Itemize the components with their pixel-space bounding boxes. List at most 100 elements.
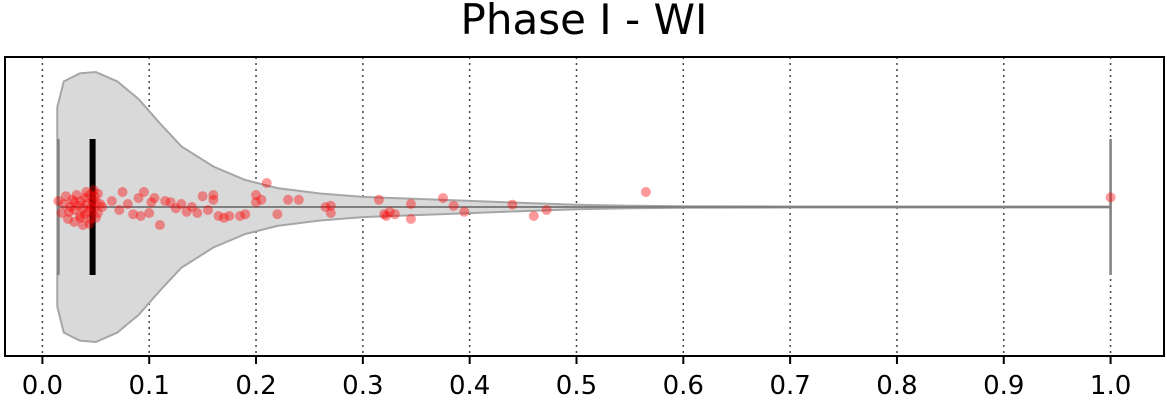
data-point-74 [325, 200, 336, 211]
data-point-59 [208, 194, 219, 205]
data-point-64 [240, 209, 251, 220]
data-point-76 [379, 209, 390, 220]
data-point-46 [146, 197, 157, 208]
data-point-14 [80, 193, 91, 203]
data-point-24 [90, 212, 101, 223]
data-point-72 [320, 202, 331, 212]
data-point-23 [89, 191, 100, 202]
data-point-89 [1105, 192, 1116, 203]
data-point-35 [88, 185, 99, 196]
data-point-69 [272, 209, 283, 220]
data-point-0 [53, 196, 64, 206]
plot-area-frame [4, 56, 1165, 357]
data-point-32 [84, 218, 95, 229]
grid-lines [41, 57, 1112, 356]
data-point-84 [459, 206, 470, 217]
data-point-68 [261, 178, 272, 188]
data-point-57 [203, 205, 213, 215]
x-tick-label-0: 0.0 [22, 371, 63, 400]
data-point-2 [58, 199, 69, 209]
data-point-21 [87, 196, 98, 206]
data-point-12 [75, 196, 86, 206]
data-point-9 [71, 190, 82, 200]
data-point-55 [192, 208, 203, 218]
data-point-1 [56, 208, 67, 218]
data-point-52 [176, 199, 187, 209]
data-point-4 [63, 214, 73, 224]
data-point-54 [186, 202, 197, 212]
data-point-88 [640, 187, 651, 197]
data-point-47 [149, 193, 160, 203]
data-point-20 [86, 202, 97, 212]
x-tick-label-7: 0.7 [769, 371, 810, 400]
data-point-36 [97, 202, 108, 212]
data-point-15 [80, 209, 91, 220]
data-point-5 [65, 202, 76, 212]
data-point-28 [75, 212, 86, 223]
data-point-19 [85, 214, 96, 224]
data-point-73 [325, 208, 336, 218]
data-point-80 [405, 199, 416, 209]
x-tick-label-1: 0.1 [129, 371, 170, 400]
data-point-3 [60, 191, 71, 202]
data-point-77 [381, 211, 392, 221]
data-point-79 [389, 209, 400, 220]
data-point-86 [528, 211, 539, 221]
x-tick-label-4: 0.4 [449, 371, 490, 400]
data-point-71 [293, 194, 304, 205]
data-point-65 [251, 197, 261, 208]
data-point-61 [219, 212, 229, 223]
data-point-87 [541, 205, 552, 215]
data-point-75 [373, 194, 384, 205]
data-point-42 [133, 193, 144, 203]
x-tick-label-3: 0.3 [342, 371, 383, 400]
data-point-34 [78, 220, 88, 230]
data-point-43 [135, 211, 146, 221]
data-point-60 [213, 211, 224, 221]
data-point-70 [283, 194, 294, 205]
data-point-30 [64, 206, 75, 217]
x-tick-label-2: 0.2 [235, 371, 276, 400]
data-point-17 [83, 206, 94, 217]
data-point-81 [405, 214, 416, 224]
data-points [53, 178, 1116, 230]
data-point-82 [438, 193, 448, 203]
data-point-58 [208, 190, 219, 200]
data-point-33 [92, 188, 103, 199]
data-point-63 [235, 211, 245, 221]
data-point-18 [84, 190, 95, 200]
data-point-48 [154, 220, 165, 230]
x-tick-label-9: 0.9 [983, 371, 1024, 400]
data-point-16 [82, 199, 93, 209]
data-point-49 [160, 196, 171, 206]
chart-title: Phase I - WI [461, 0, 708, 44]
data-point-39 [117, 187, 128, 197]
data-point-31 [81, 187, 92, 197]
data-point-67 [256, 194, 267, 205]
data-point-38 [114, 205, 125, 215]
data-point-22 [88, 205, 99, 215]
data-point-25 [90, 197, 101, 208]
data-point-83 [448, 200, 459, 211]
data-point-51 [170, 203, 181, 214]
data-point-78 [384, 206, 395, 217]
violin-layer [56, 70, 1112, 344]
x-tick-label-8: 0.8 [876, 371, 917, 400]
data-point-13 [78, 203, 88, 214]
data-point-85 [507, 199, 518, 210]
data-point-37 [106, 196, 117, 206]
data-point-29 [69, 197, 80, 208]
data-point-6 [67, 194, 78, 205]
data-point-40 [122, 199, 133, 209]
data-point-44 [138, 187, 149, 197]
x-tick-label-5: 0.5 [556, 371, 597, 400]
data-point-50 [165, 197, 176, 208]
data-point-26 [92, 208, 103, 218]
x-tick-label-6: 0.6 [663, 371, 704, 400]
data-point-56 [197, 191, 208, 202]
data-point-41 [128, 209, 139, 220]
data-point-53 [181, 206, 192, 217]
x-tick-label-10: 1.0 [1090, 371, 1131, 400]
x-axis-ticks: 0.0 0.1 0.2 0.3 0.4 0.5 0.6 0.7 0.8 0.9 1.0 [22, 356, 1131, 400]
